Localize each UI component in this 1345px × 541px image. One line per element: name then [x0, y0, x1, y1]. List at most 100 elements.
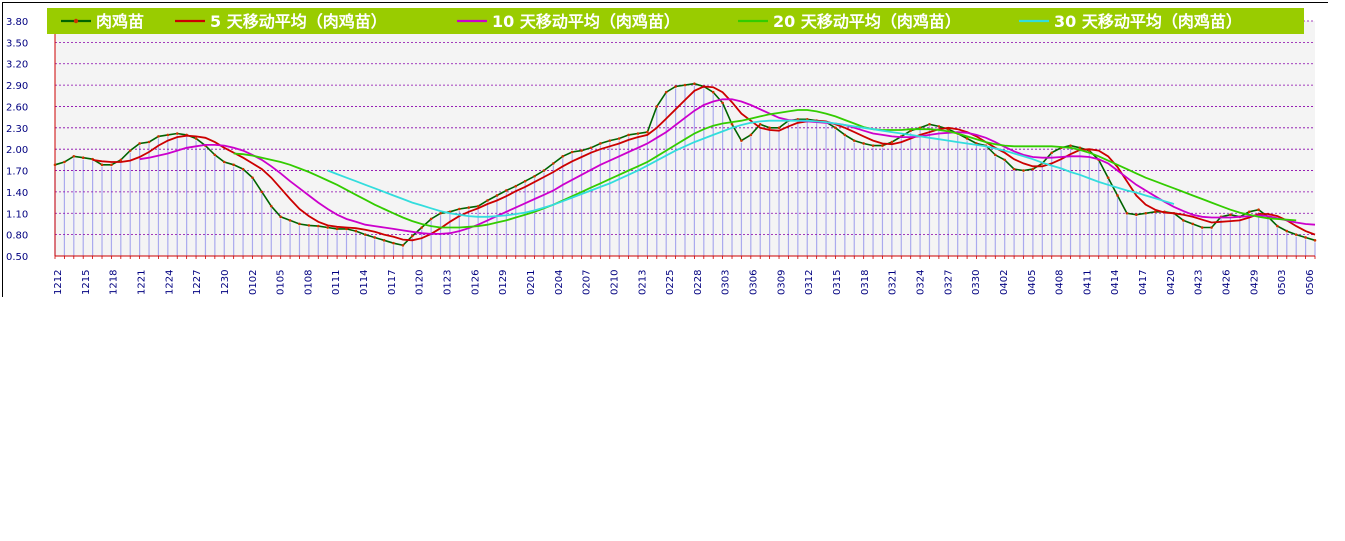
x-tick-label: 0201 — [526, 270, 537, 295]
legend: 肉鸡苗 5 天移动平均（肉鸡苗） 10 天移动平均（肉鸡苗） 20 天移动平均（肉鸡苗… — [47, 8, 1304, 34]
chart: 0.50 0.80 1.10 1.40 1.70 2.00 2.30 2.60 2.90 3.20… — [3, 3, 1329, 298]
data-point — [1210, 226, 1213, 229]
x-tick-label: 0402 — [999, 270, 1010, 295]
x-tick-label: 0102 — [248, 270, 259, 295]
x-tick-label: 0408 — [1055, 270, 1066, 295]
data-point — [542, 169, 546, 172]
y-tick-label: 1.70 — [6, 167, 28, 178]
data-point — [363, 233, 367, 236]
x-tick-label: 0309 — [776, 270, 787, 295]
data-point — [335, 227, 339, 231]
x-tick-label: 0204 — [554, 270, 565, 295]
data-point — [1069, 144, 1072, 147]
data-point — [965, 137, 969, 140]
data-point — [166, 133, 170, 137]
data-point — [1116, 194, 1119, 197]
data-point — [730, 122, 734, 126]
data-point — [175, 132, 179, 135]
legend-label: 20 天移动平均（肉鸡苗） — [773, 12, 961, 31]
legend-label: 30 天移动平均（肉鸡苗） — [1054, 12, 1242, 31]
x-tick-label: 0210 — [609, 270, 620, 295]
data-point — [843, 133, 847, 137]
data-point — [1078, 146, 1082, 150]
data-point — [232, 163, 235, 167]
data-point — [213, 153, 217, 157]
data-point — [251, 176, 254, 179]
data-point — [279, 215, 282, 219]
data-point — [1304, 236, 1307, 239]
data-point — [993, 153, 997, 157]
data-point — [476, 204, 480, 208]
data-point — [928, 122, 931, 126]
data-point — [711, 90, 715, 94]
data-point — [63, 160, 66, 164]
data-point — [1229, 213, 1232, 216]
data-point — [514, 184, 518, 188]
data-point — [1285, 229, 1289, 233]
data-point — [401, 244, 405, 247]
data-point — [862, 142, 865, 145]
y-tick-label: 0.80 — [6, 231, 28, 242]
data-point — [1012, 167, 1016, 171]
x-tick-label: 1218 — [109, 270, 120, 295]
data-point — [194, 137, 198, 140]
x-tick-label: 0420 — [1166, 270, 1177, 295]
data-point — [411, 234, 414, 238]
y-tick-label: 2.00 — [6, 145, 28, 156]
data-point — [834, 126, 837, 130]
data-point — [1247, 210, 1251, 214]
data-point — [1050, 151, 1054, 155]
data-point — [1125, 211, 1129, 215]
x-tick-label: 0324 — [915, 270, 926, 295]
data-point — [72, 155, 76, 158]
x-tick-label: 0417 — [1138, 270, 1149, 295]
legend-band — [47, 8, 1304, 34]
data-point — [467, 206, 471, 209]
x-tick-label: 0225 — [665, 270, 676, 295]
data-point — [1003, 158, 1007, 162]
data-point — [1106, 176, 1110, 179]
data-point — [617, 137, 621, 140]
data-point — [505, 189, 508, 192]
data-point — [693, 82, 696, 85]
x-tick-label: 0321 — [888, 270, 899, 295]
x-axis: 1212 1215 1218 1221 1224 1227 1230 0102 0105 0108… — [53, 255, 1316, 295]
data-point — [1144, 211, 1148, 215]
data-point — [1022, 169, 1025, 172]
x-tick-label: 0315 — [832, 270, 843, 295]
legend-label: 肉鸡苗 — [96, 12, 144, 31]
data-point — [495, 194, 499, 197]
x-tick-label: 0411 — [1082, 270, 1093, 295]
y-tick-label: 3.80 — [6, 17, 28, 28]
data-point — [420, 226, 424, 229]
x-tick-label: 0327 — [943, 270, 954, 295]
data-point — [721, 101, 724, 105]
data-point — [768, 126, 771, 130]
data-point — [655, 105, 659, 108]
series-line — [233, 109, 1297, 229]
x-tick-label: 0120 — [415, 270, 426, 295]
x-tick-label: 0312 — [804, 270, 815, 295]
data-point — [589, 146, 593, 150]
x-tick-label: 1221 — [136, 270, 147, 295]
x-tick-label: 0207 — [582, 270, 593, 295]
x-tick-label: 0429 — [1249, 270, 1260, 295]
x-tick-label: 0117 — [387, 270, 398, 295]
data-point — [890, 140, 894, 144]
data-point — [937, 125, 941, 128]
data-point — [1294, 233, 1298, 236]
x-tick-label: 0126 — [470, 270, 481, 295]
y-tick-label: 1.10 — [6, 209, 28, 220]
data-point — [307, 224, 311, 227]
data-point — [316, 224, 320, 228]
data-point — [382, 239, 386, 242]
data-point — [373, 236, 377, 239]
data-point — [326, 226, 329, 229]
x-tick-label: 0303 — [721, 270, 732, 295]
data-point — [599, 142, 602, 145]
x-tick-label: 0423 — [1194, 270, 1205, 295]
data-point — [881, 144, 884, 147]
data-point — [1276, 224, 1279, 228]
y-tick-label: 2.60 — [6, 102, 28, 113]
data-point — [298, 222, 301, 226]
